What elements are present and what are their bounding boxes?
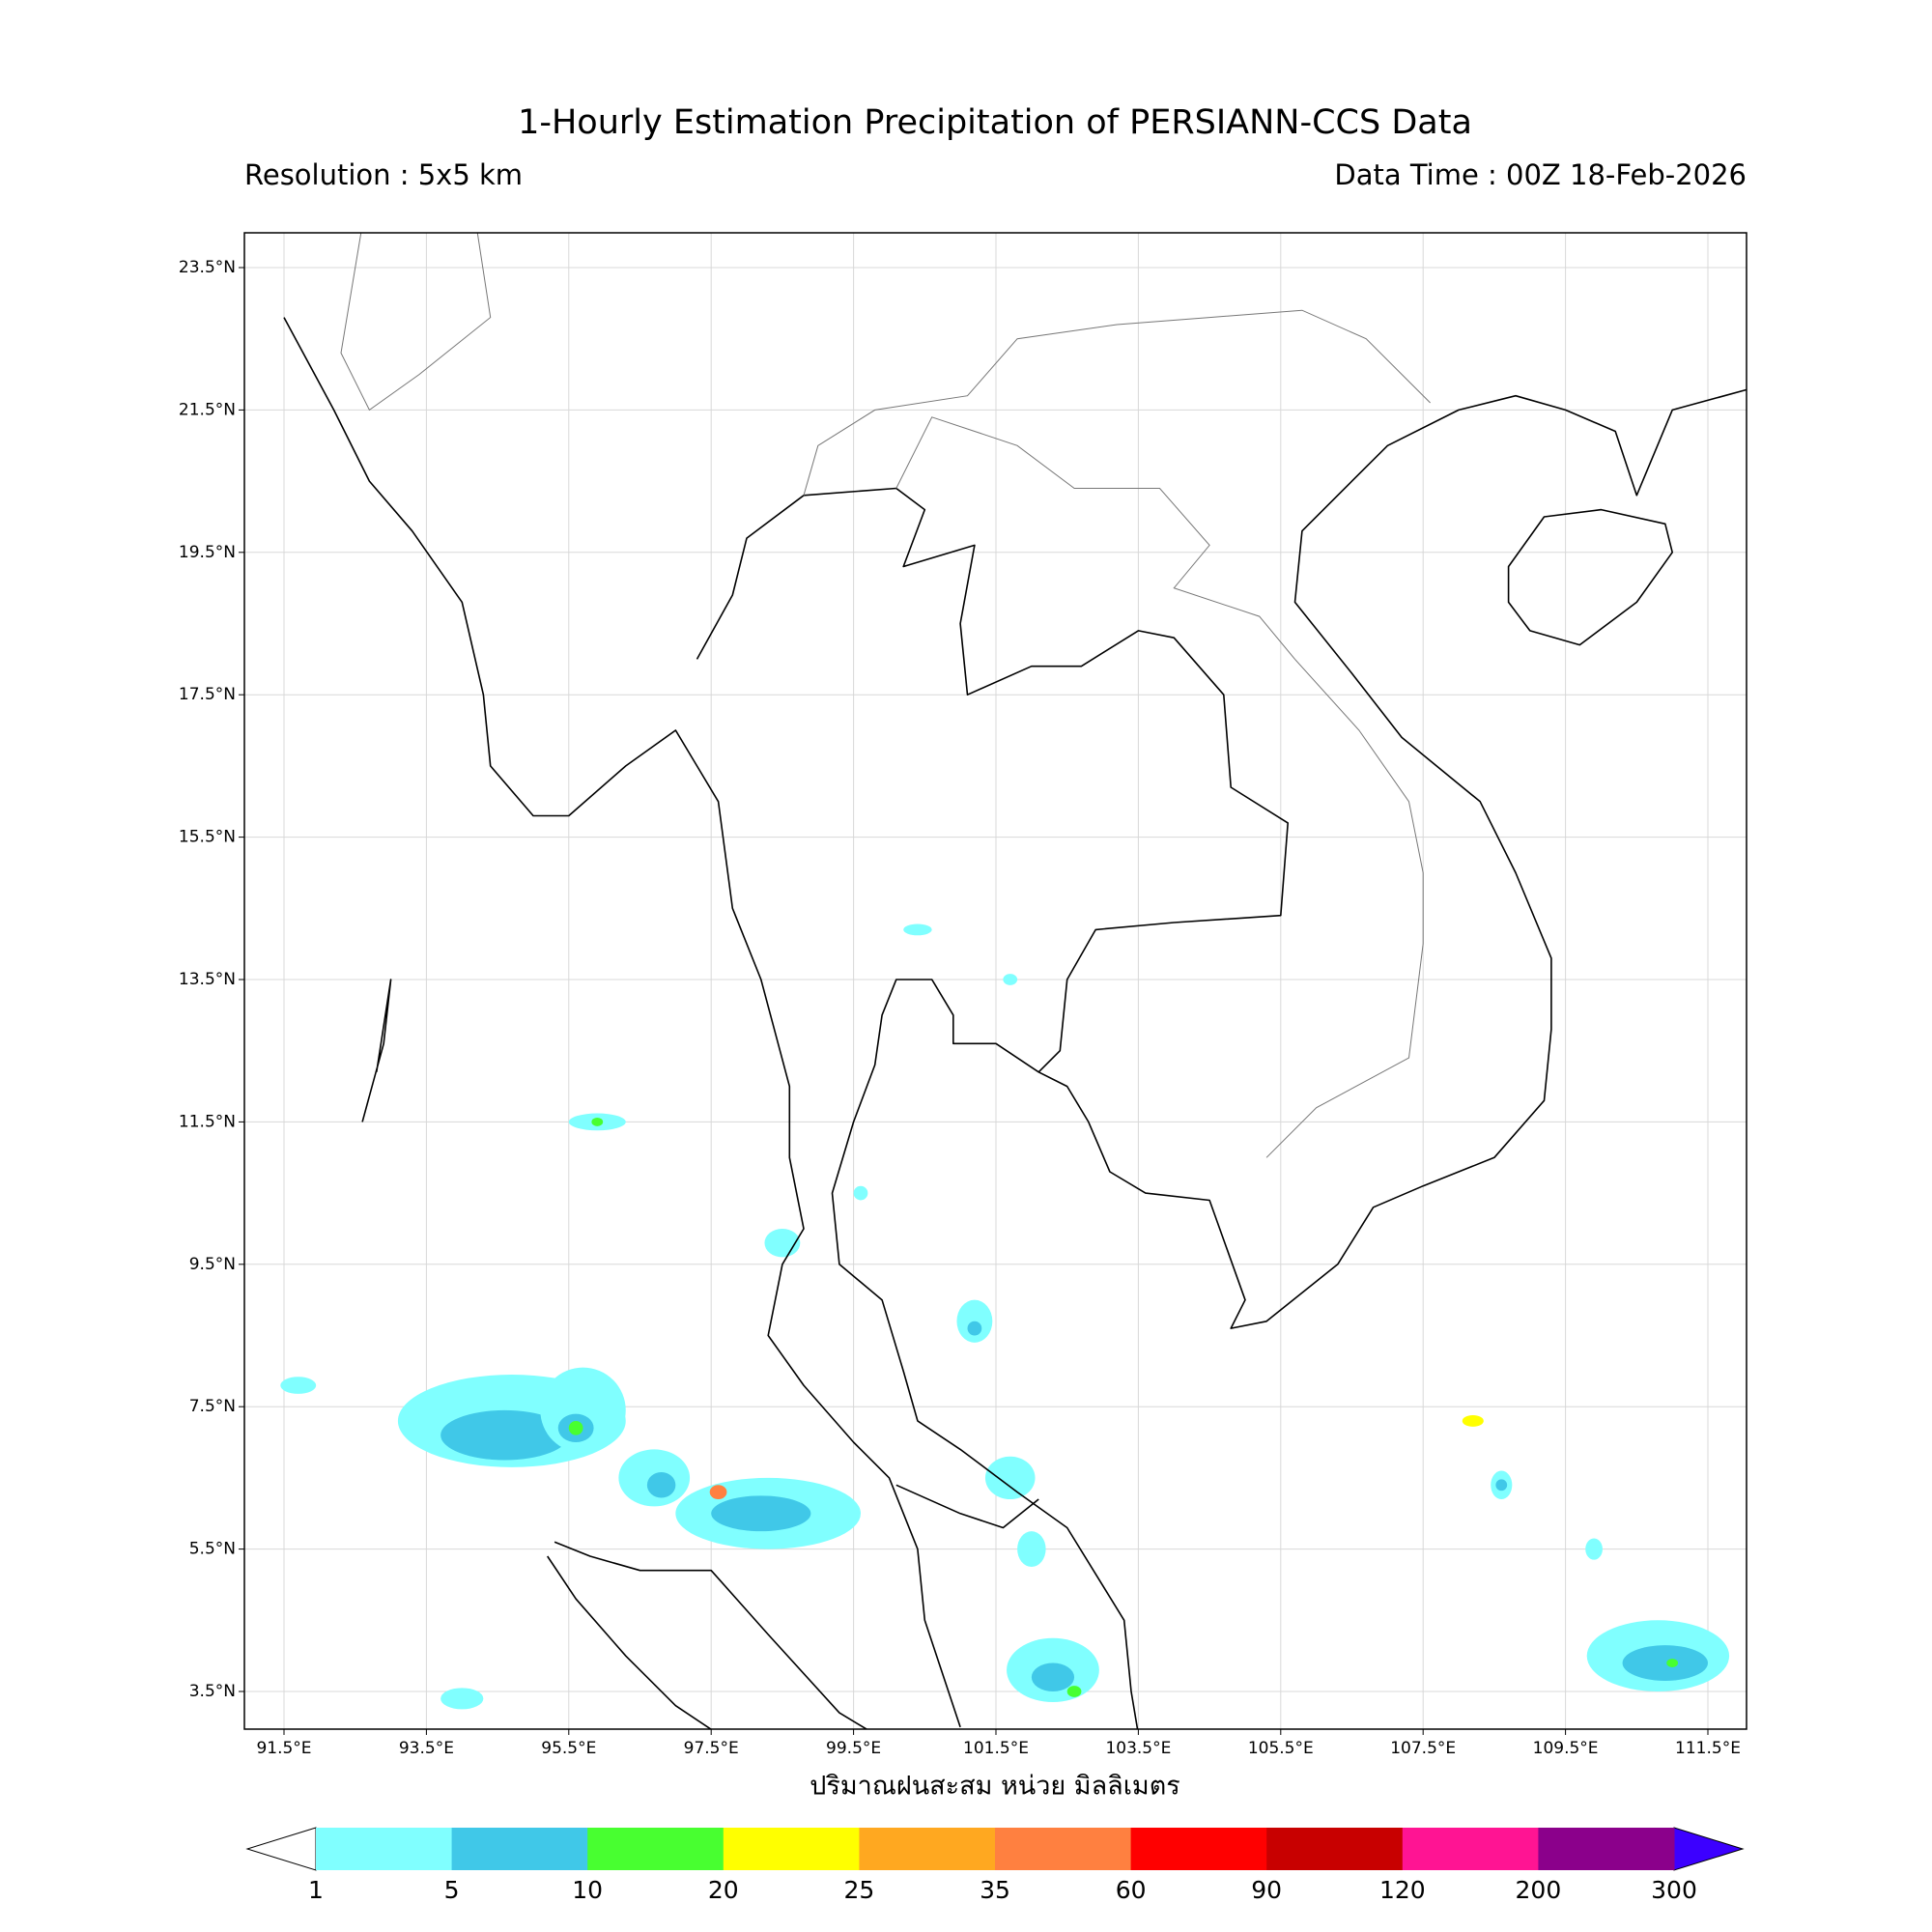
colorbar-under (245, 1827, 317, 1871)
rain-area (853, 1185, 868, 1201)
colorbar-segment (587, 1828, 724, 1870)
coastline (283, 317, 961, 1728)
border (340, 233, 492, 412)
title: 1-Hourly Estimation Precipitation of PER… (518, 103, 1472, 142)
rain-area (1003, 974, 1018, 985)
rain-area (1666, 1659, 1679, 1667)
colorbar-segment (995, 1828, 1132, 1870)
colorbar-label: 200 (1516, 1876, 1562, 1904)
coastline (554, 1541, 868, 1729)
colorbar-segment (1538, 1828, 1675, 1870)
colorbar-label: 35 (980, 1876, 1010, 1904)
border-thailand (696, 487, 1289, 1073)
island (1507, 508, 1673, 646)
lon-tick-label: 105.5°E (1248, 1739, 1314, 1758)
lat-tick-label: 23.5°N (179, 258, 236, 277)
colorbar-segment (859, 1828, 996, 1870)
border (803, 309, 1431, 496)
rain-area (1622, 1645, 1708, 1681)
colorbar-segment (1130, 1828, 1267, 1870)
rain-area (709, 1485, 727, 1500)
island (361, 979, 392, 1122)
rain-area (280, 1377, 317, 1394)
rain-area (1585, 1538, 1603, 1560)
colorbar-label: 90 (1251, 1876, 1282, 1904)
rain-area (1031, 1662, 1075, 1691)
rain-area (1462, 1415, 1484, 1427)
lon-tick-label: 103.5°E (1105, 1739, 1171, 1758)
rain-area (591, 1117, 604, 1126)
lon-tick-label: 111.5°E (1675, 1739, 1741, 1758)
border-malaysia (895, 1484, 1039, 1529)
colorbar-segment (1402, 1828, 1539, 1870)
coastline (831, 388, 1747, 1729)
lon-tick-label: 91.5°E (256, 1739, 311, 1758)
lat-tick-label: 3.5°N (189, 1682, 236, 1701)
colorbar-segment (451, 1828, 588, 1870)
lon-tick-label: 95.5°E (541, 1739, 596, 1758)
rain-area (440, 1688, 484, 1710)
lat-tick-label: 9.5°N (189, 1255, 236, 1274)
coastline (547, 1555, 713, 1729)
rain-area (646, 1472, 676, 1498)
lat-tick-label: 15.5°N (179, 828, 236, 847)
colorbar: 1 5 10 20 25 35 60 90 120 200 300 (245, 1827, 1745, 1904)
colorbar-label: 1 (308, 1876, 324, 1904)
colorbar-label: 120 (1379, 1876, 1426, 1904)
colorbar-label: 60 (1116, 1876, 1147, 1904)
data-time: Data Time : 00Z 18-Feb-2026 (1334, 158, 1747, 191)
rain-area (1017, 1531, 1046, 1568)
lon-tick-label: 97.5°E (684, 1739, 739, 1758)
lat-tick-label: 5.5°N (189, 1540, 236, 1559)
lon-tick-label: 109.5°E (1533, 1739, 1599, 1758)
border (895, 416, 1424, 1158)
rain-area (711, 1495, 811, 1532)
lat-tick-label: 11.5°N (179, 1112, 236, 1131)
lon-tick-label: 107.5°E (1390, 1739, 1456, 1758)
rain-area (984, 1456, 1036, 1500)
colorbar-label: 300 (1651, 1876, 1697, 1904)
lat-tick-label: 7.5°N (189, 1397, 236, 1416)
colorbar-label: 10 (572, 1876, 603, 1904)
rain-area (903, 923, 932, 936)
rain-area (1495, 1479, 1508, 1492)
colorbar-label: 5 (444, 1876, 460, 1904)
rain-area (440, 1409, 569, 1461)
lat-tick-label: 21.5°N (179, 400, 236, 419)
colorbar-segment (723, 1828, 860, 1870)
lat-tick-label: 13.5°N (179, 970, 236, 989)
lat-tick-label: 17.5°N (179, 685, 236, 704)
resolution: Resolution : 5x5 km (244, 158, 523, 191)
lon-tick-label: 101.5°E (963, 1739, 1029, 1758)
rain-area (1066, 1686, 1082, 1697)
rain-area (568, 1420, 583, 1435)
colorbar-segment (1266, 1828, 1404, 1870)
colorbar-over (1673, 1827, 1745, 1871)
rain-area (967, 1321, 982, 1336)
lat-tick-label: 19.5°N (179, 543, 236, 562)
colorbar-label: 25 (843, 1876, 874, 1904)
axis-label: ปริมาณฝนสะสม หน่วย มิลลิเมตร (810, 1772, 1180, 1802)
colorbar-label: 20 (708, 1876, 739, 1904)
map (244, 233, 1747, 1729)
colorbar-segment (316, 1828, 453, 1870)
lon-tick-label: 93.5°E (399, 1739, 454, 1758)
lon-tick-label: 99.5°E (826, 1739, 881, 1758)
